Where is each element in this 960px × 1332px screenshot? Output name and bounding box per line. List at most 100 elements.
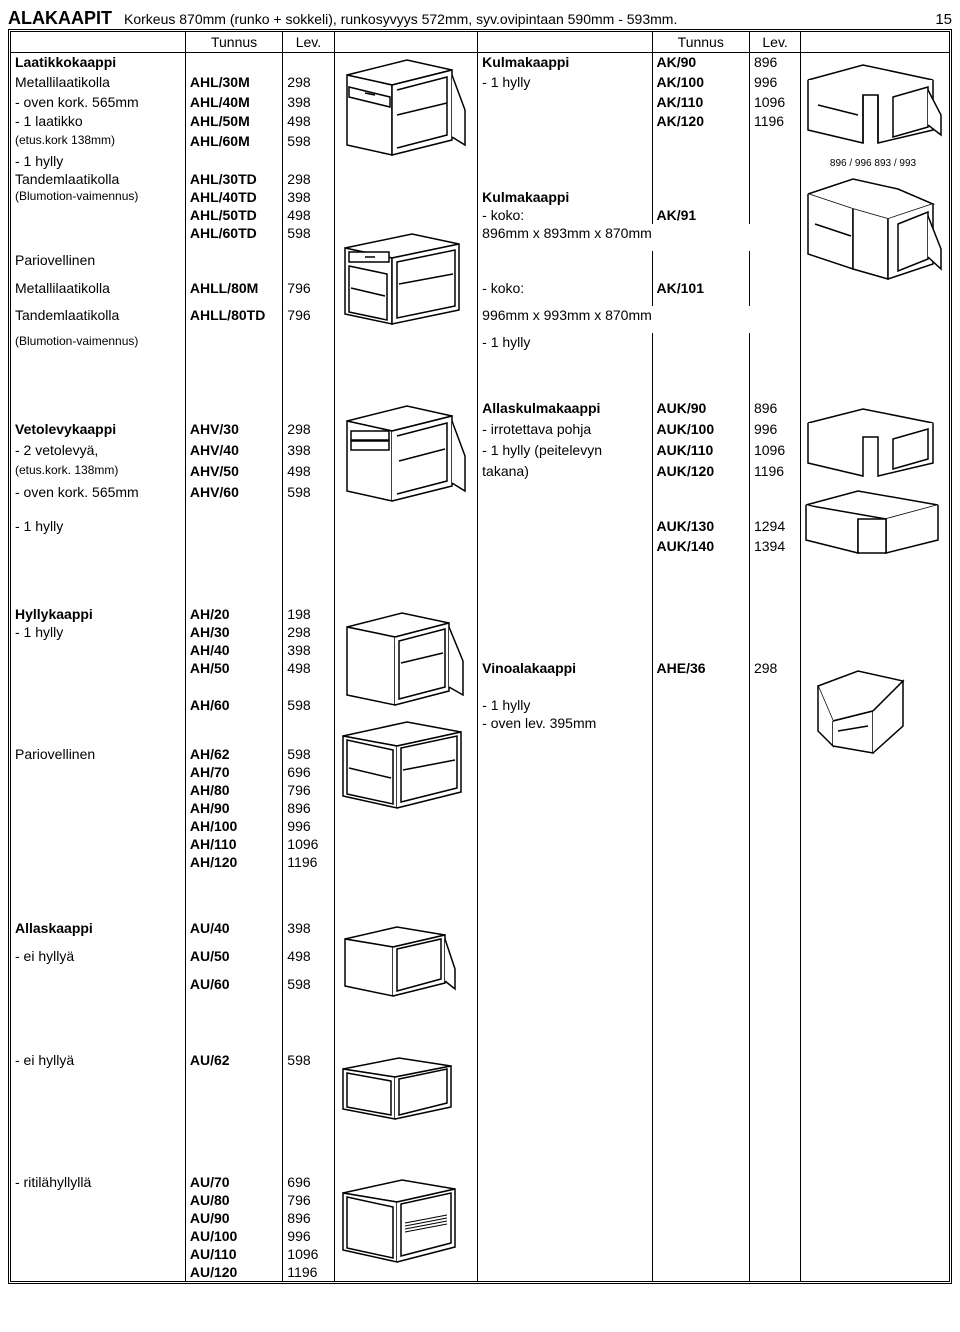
- desc: - 2 vetolevyä,: [11, 441, 185, 462]
- desc: - 1 hylly: [11, 152, 185, 170]
- width: 1294: [749, 517, 800, 537]
- code: AU/60: [185, 975, 282, 1003]
- width: 796: [283, 781, 334, 799]
- desc: - irrotettava pohja: [478, 420, 652, 441]
- code: AH/30: [185, 623, 282, 641]
- width: 996: [749, 73, 800, 93]
- code: AHL/50TD: [185, 206, 282, 224]
- width: 398: [283, 188, 334, 206]
- code: AK/101: [652, 279, 749, 306]
- code: AU/40: [185, 919, 282, 947]
- section-allaskulmakaappi: Allaskulmakaappi: [478, 399, 652, 420]
- width: 298: [283, 73, 334, 93]
- code: AHL/30TD: [185, 170, 282, 188]
- width: 1196: [749, 462, 800, 483]
- width: 796: [283, 306, 334, 333]
- code: AK/91: [652, 206, 749, 224]
- code: AU/62: [185, 1051, 282, 1118]
- code: AK/110: [652, 93, 749, 113]
- desc: - oven lev. 395mm: [478, 714, 652, 745]
- width: 498: [283, 947, 334, 975]
- width: 198: [283, 605, 334, 623]
- code: AUK/140: [652, 537, 749, 557]
- width: 996: [749, 420, 800, 441]
- code: AU/70: [185, 1173, 282, 1191]
- desc: Metallilaatikolla: [11, 279, 185, 306]
- wire-shelf-cabinet-icon: [334, 1173, 478, 1281]
- code: AUK/120: [652, 462, 749, 483]
- width: 598: [283, 132, 334, 152]
- subtitle: Korkeus 870mm (runko + sokkeli), runkosy…: [124, 11, 900, 27]
- code: AHV/40: [185, 441, 282, 462]
- double-shelf-cabinet-icon: [334, 714, 478, 853]
- header-lev: Lev.: [283, 32, 334, 53]
- width: 1196: [283, 1263, 334, 1281]
- width: 298: [749, 659, 800, 696]
- width: 696: [283, 763, 334, 781]
- code: AK/120: [652, 112, 749, 132]
- header-tunnus: Tunnus: [652, 32, 749, 53]
- code: AU/120: [185, 1263, 282, 1281]
- width: 996: [283, 817, 334, 835]
- code: AH/110: [185, 835, 282, 853]
- code: AHV/60: [185, 483, 282, 517]
- desc: - 1 hylly: [478, 696, 652, 714]
- corner-cabinet-icon: [801, 53, 949, 153]
- code: AH/62: [185, 745, 282, 763]
- desc: - 1 hylly: [478, 333, 652, 351]
- desc: - 1 hylly (peitelevyn: [478, 441, 652, 462]
- width: 1096: [283, 1245, 334, 1263]
- svg-text:896 / 996 893 / 993: 896 / 996 893 / 993: [830, 158, 917, 169]
- desc: - oven kork. 565mm: [11, 93, 185, 113]
- title: ALAKAAPIT: [8, 8, 112, 29]
- width: 1096: [283, 835, 334, 853]
- desc: - 1 hylly: [11, 517, 185, 537]
- wide-sink-corner-cabinet-icon: [801, 483, 949, 557]
- width: 498: [283, 206, 334, 224]
- code: AU/50: [185, 947, 282, 975]
- section-kulmakaappi: Kulmakaappi: [478, 53, 652, 73]
- code: AH/120: [185, 853, 282, 871]
- code: AU/110: [185, 1245, 282, 1263]
- code: AU/90: [185, 1209, 282, 1227]
- width: 896: [749, 53, 800, 73]
- code: AHLL/80TD: [185, 306, 282, 333]
- header-lev: Lev.: [749, 32, 800, 53]
- width: 398: [283, 93, 334, 113]
- section-hyllykaappi: Hyllykaappi: [11, 605, 185, 623]
- desc: - ei hyllyä: [11, 1051, 185, 1118]
- width: 1394: [749, 537, 800, 557]
- desc: Tandemlaatikolla: [11, 170, 185, 188]
- code: AUK/130: [652, 517, 749, 537]
- code: AK/90: [652, 53, 749, 73]
- catalog-table: Tunnus Lev. Tunnus Lev. Laatikkokaappi K…: [8, 29, 952, 1284]
- desc: (Blumotion-vaimennus): [11, 333, 185, 351]
- pull-out-cabinet-icon: [334, 399, 478, 517]
- width: 996: [283, 1227, 334, 1245]
- code: AH/100: [185, 817, 282, 835]
- corner-cabinet-l-icon: 896 / 996 893 / 993: [801, 152, 949, 333]
- code: AK/100: [652, 73, 749, 93]
- code: AUK/110: [652, 441, 749, 462]
- code: AUK/90: [652, 399, 749, 420]
- width: 1196: [749, 112, 800, 132]
- desc: (Blumotion-vaimennus): [11, 188, 185, 206]
- width: 398: [283, 919, 334, 947]
- width: 1096: [749, 93, 800, 113]
- width: 398: [283, 641, 334, 659]
- double-sink-cabinet-icon: [334, 1051, 478, 1125]
- code: AH/50: [185, 659, 282, 696]
- code: AH/80: [185, 781, 282, 799]
- desc: - oven kork. 565mm: [11, 483, 185, 517]
- code: AH/60: [185, 696, 282, 714]
- code: AHL/40TD: [185, 188, 282, 206]
- width: 598: [283, 224, 334, 251]
- desc: - 1 hylly: [11, 623, 185, 641]
- section-vinoalakaappi: Vinoalakaappi: [478, 659, 652, 696]
- code: AHE/36: [652, 659, 749, 696]
- code: AH/20: [185, 605, 282, 623]
- code: AHL/30M: [185, 73, 282, 93]
- width: 498: [283, 112, 334, 132]
- code: AU/100: [185, 1227, 282, 1245]
- code: AH/40: [185, 641, 282, 659]
